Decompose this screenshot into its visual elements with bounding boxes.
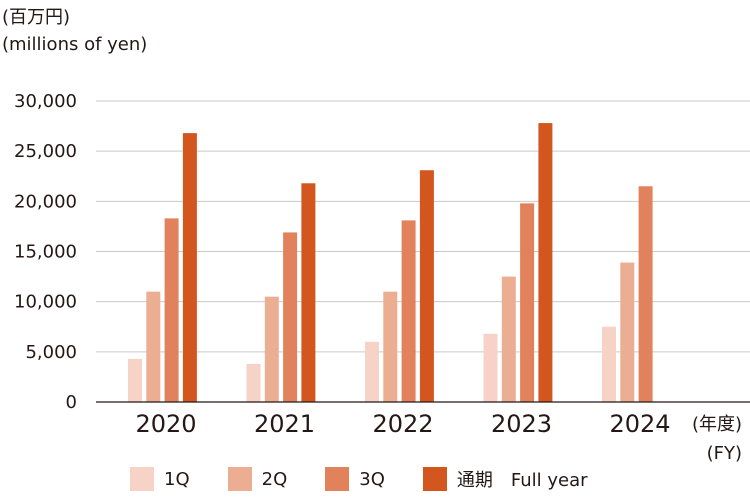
bar-2022-1q (365, 341, 379, 402)
bars (128, 123, 653, 402)
x-tick-label: 2021 (254, 410, 315, 438)
y-tick-label: 10,000 (14, 292, 77, 313)
bar-2022-3q (401, 220, 416, 402)
bar-2020--full-year (182, 133, 197, 402)
bar-2023-3q (520, 203, 535, 402)
y-tick-label: 25,000 (14, 141, 77, 162)
bar-2024-1q (602, 326, 616, 402)
y-axis-unit-label: (百万円) (millions of yen) (2, 4, 147, 58)
y-tick-label: 15,000 (14, 242, 77, 263)
bar-2024-2q (620, 262, 635, 402)
bar-2023-2q (501, 276, 516, 402)
x-tick-label: 2024 (609, 410, 670, 438)
bar-2021-3q (283, 232, 298, 402)
bar-2020-3q (164, 218, 179, 402)
x-tick-label: 2020 (135, 410, 196, 438)
bar-2024-3q (638, 186, 653, 402)
legend-label: 1Q (164, 468, 190, 490)
legend: 1Q 2Q 3Q 通期 Full year (130, 466, 588, 492)
x-axis-suffix-english: (FY) (707, 443, 742, 464)
y-axis-ticks: 0 5,000 10,000 15,000 20,000 25,000 30,000 (14, 91, 77, 413)
unit-label-english: (millions of yen) (2, 34, 148, 55)
bar-2020-1q (128, 358, 142, 402)
x-tick-label: 2023 (491, 410, 552, 438)
legend-item: 通期 Full year (422, 466, 588, 492)
bar-2021-1q (246, 363, 261, 402)
x-axis-ticks: 2020 2021 2022 2023 2024 (135, 410, 670, 438)
legend-item: 2Q (227, 467, 288, 491)
y-tick-label: 20,000 (14, 191, 77, 212)
legend-swatch (422, 467, 447, 491)
legend-label: 通期 Full year (456, 470, 588, 491)
bar-2022-2q (383, 291, 398, 402)
bar-2021--full-year (301, 183, 316, 402)
bar-2023-1q (483, 333, 498, 402)
y-tick-label: 30,000 (14, 91, 77, 112)
legend-label: 3Q (359, 468, 385, 490)
legend-label: 2Q (261, 468, 288, 490)
x-tick-label: 2022 (372, 410, 433, 438)
unit-label-japanese: (百万円) (2, 7, 71, 28)
x-axis-suffix-japanese: (年度) (692, 414, 742, 435)
legend-item: 3Q (325, 467, 385, 491)
legend-swatch (130, 467, 154, 491)
bar-2023--full-year (538, 123, 553, 402)
legend-swatch (227, 467, 252, 491)
legend-item: 1Q (130, 467, 190, 491)
y-tick-label: 5,000 (25, 342, 77, 363)
legend-swatch (325, 467, 350, 491)
bar-2022--full-year (419, 170, 434, 402)
bar-2020-2q (146, 291, 161, 402)
bar-2021-2q (264, 296, 279, 402)
y-tick-label: 0 (66, 392, 77, 413)
